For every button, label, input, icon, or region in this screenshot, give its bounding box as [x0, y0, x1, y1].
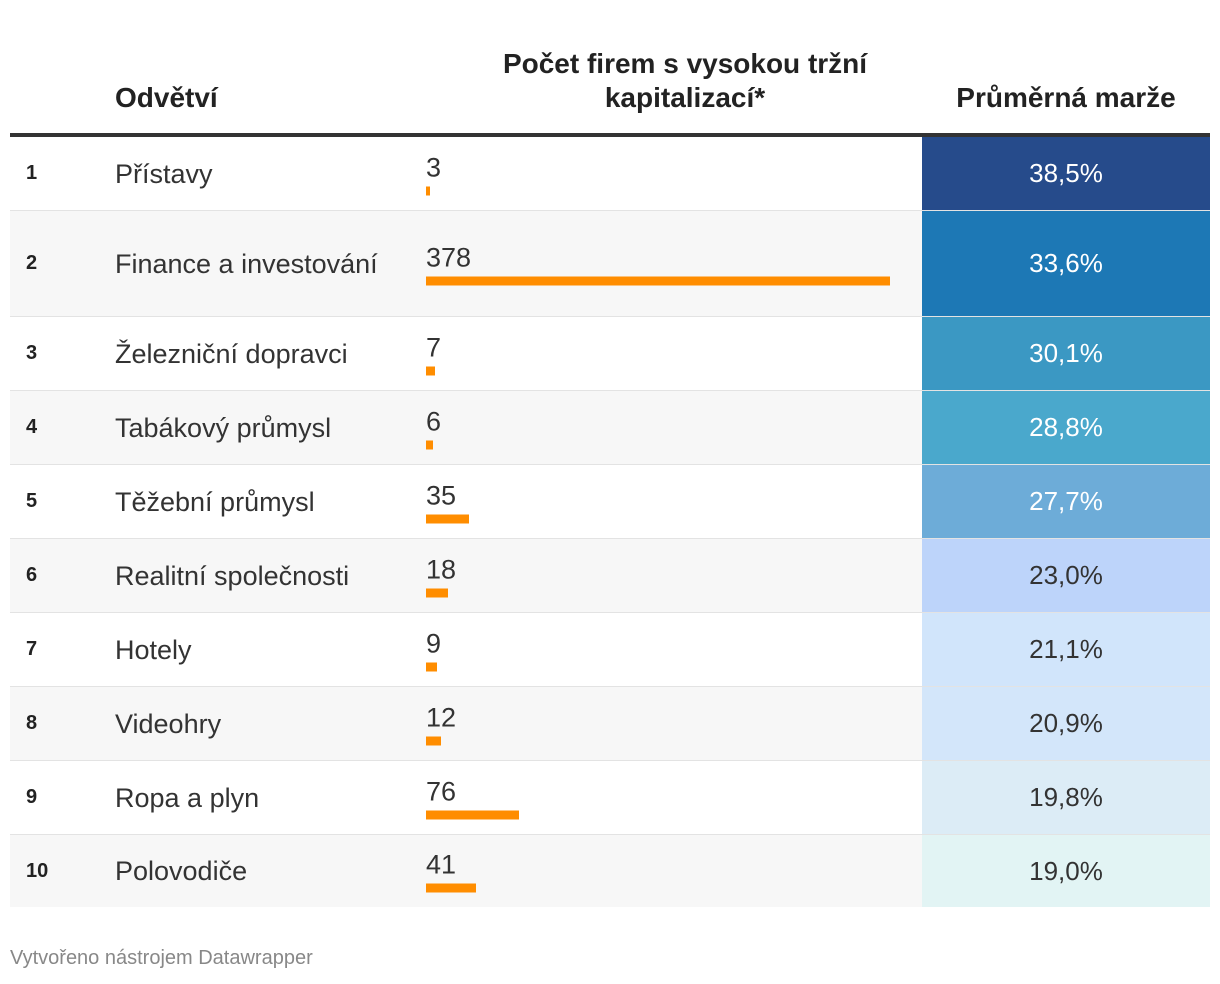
count-bar — [426, 588, 449, 597]
count-label: 12 — [426, 702, 457, 732]
row-count-cell: 7 — [426, 317, 896, 390]
row-sector: Realitní společnosti — [115, 560, 350, 591]
count-bar — [426, 514, 469, 523]
row-count-cell: 12 — [426, 687, 896, 760]
row-sector: Polovodiče — [115, 856, 248, 886]
row-margin: 19,8% — [922, 761, 1210, 834]
row-rank: 5 — [26, 490, 38, 512]
row-rank: 7 — [26, 638, 38, 660]
table-row: 6 Realitní společnosti 18 23,0% — [10, 539, 1210, 613]
count-bar — [426, 186, 430, 195]
row-margin: 38,5% — [922, 137, 1210, 210]
table-row: 2 Finance a investování 378 33,6% — [10, 211, 1210, 317]
table-header: Odvětví Počet firem s vysokou tržní kapi… — [10, 0, 1210, 137]
row-sector: Železniční dopravci — [115, 338, 348, 369]
table-row: 4 Tabákový průmysl 6 28,8% — [10, 391, 1210, 465]
row-margin: 33,6% — [922, 211, 1210, 316]
table-row: 8 Videohry 12 20,9% — [10, 687, 1210, 761]
count-label: 9 — [426, 628, 442, 658]
count-label: 378 — [426, 242, 472, 272]
table-row: 7 Hotely 9 21,1% — [10, 613, 1210, 687]
header-sector[interactable]: Odvětví — [115, 82, 218, 113]
count-label: 6 — [426, 406, 442, 436]
row-margin: 30,1% — [922, 317, 1210, 390]
count-label: 7 — [426, 332, 442, 362]
row-rank: 3 — [26, 342, 38, 364]
row-rank: 8 — [26, 712, 38, 734]
row-margin: 20,9% — [922, 687, 1210, 760]
row-sector: Hotely — [115, 634, 192, 665]
count-bar — [426, 662, 438, 671]
table-row: 1 Přístavy 3 38,5% — [10, 137, 1210, 211]
row-count-cell: 378 — [426, 211, 896, 316]
row-sector: Ropa a plyn — [115, 782, 260, 813]
row-rank: 10 — [26, 859, 49, 882]
row-rank: 6 — [26, 564, 38, 586]
row-count-cell: 9 — [426, 613, 896, 686]
count-bar — [426, 276, 890, 285]
row-count-cell: 18 — [426, 539, 896, 612]
footer-credit: Vytvořeno nástrojem Datawrapper — [10, 947, 313, 969]
table-row: 3 Železniční dopravci 7 30,1% — [10, 317, 1210, 391]
table-row: 10 Polovodiče 41 19,0% — [10, 835, 1210, 907]
data-table: Odvětví Počet firem s vysokou tržní kapi… — [10, 0, 1210, 907]
row-margin: 21,1% — [922, 613, 1210, 686]
row-rank: 4 — [26, 416, 38, 438]
count-bar — [426, 810, 520, 819]
row-margin: 28,8% — [922, 391, 1210, 464]
count-label: 35 — [426, 480, 457, 510]
row-rank: 9 — [26, 786, 38, 808]
header-count[interactable]: Počet firem s vysokou tržní kapitalizací… — [502, 48, 868, 113]
row-sector: Přístavy — [115, 158, 213, 189]
table-body: 1 Přístavy 3 38,5% 2 Finance a investování 378… — [10, 137, 1210, 907]
row-sector: Videohry — [115, 708, 222, 739]
count-label: 76 — [426, 776, 457, 806]
row-sector: Tabákový průmysl — [115, 412, 332, 443]
table-row: 5 Těžební průmysl 35 27,7% — [10, 465, 1210, 539]
row-margin: 19,0% — [922, 835, 1210, 907]
header-margin[interactable]: Průměrná marže — [956, 82, 1176, 113]
count-bar — [426, 440, 434, 449]
row-count-cell: 3 — [426, 137, 896, 210]
table-row: 9 Ropa a plyn 76 19,8% — [10, 761, 1210, 835]
count-bar — [426, 736, 441, 745]
row-count-cell: 35 — [426, 465, 896, 538]
row-sector: Finance a investování — [115, 248, 378, 279]
row-rank: 1 — [26, 162, 38, 184]
count-label: 18 — [426, 554, 457, 584]
row-rank: 2 — [26, 252, 38, 274]
row-margin: 23,0% — [922, 539, 1210, 612]
row-margin: 27,7% — [922, 465, 1210, 538]
count-bar — [426, 366, 435, 375]
row-count-cell: 41 — [426, 835, 896, 907]
row-count-cell: 6 — [426, 391, 896, 464]
count-bar — [426, 883, 477, 893]
row-count-cell: 76 — [426, 761, 896, 834]
count-label: 3 — [426, 152, 442, 182]
count-label: 41 — [426, 849, 457, 880]
row-sector: Těžební průmysl — [115, 486, 315, 517]
